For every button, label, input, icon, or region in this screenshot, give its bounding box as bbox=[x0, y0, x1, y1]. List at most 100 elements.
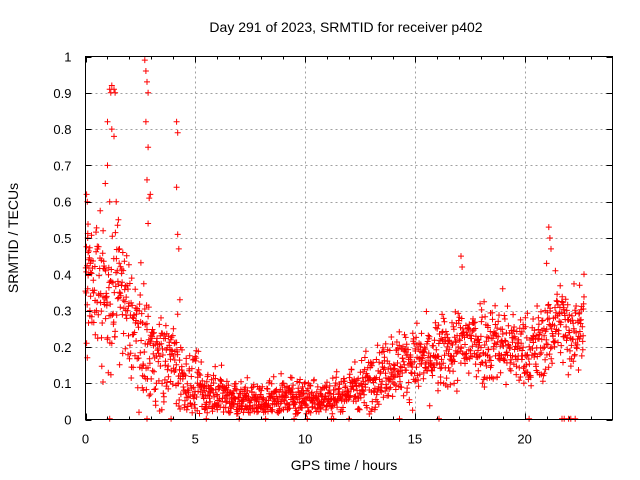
data-point bbox=[105, 271, 112, 278]
data-point bbox=[398, 384, 405, 391]
data-point bbox=[403, 341, 410, 348]
data-point bbox=[399, 355, 406, 362]
data-point bbox=[382, 388, 389, 394]
y-tick-label: 0.2 bbox=[53, 340, 71, 355]
data-point bbox=[154, 335, 160, 342]
data-point bbox=[374, 342, 381, 349]
data-point bbox=[353, 398, 359, 405]
data-point bbox=[177, 391, 184, 398]
data-point bbox=[150, 350, 157, 357]
data-point bbox=[576, 309, 583, 316]
data-point bbox=[83, 191, 90, 198]
data-point bbox=[523, 361, 530, 368]
data-point bbox=[136, 301, 143, 308]
data-point bbox=[83, 268, 90, 275]
data-point bbox=[501, 312, 508, 319]
data-point bbox=[149, 367, 156, 374]
data-point bbox=[346, 371, 353, 378]
data-point bbox=[247, 399, 254, 406]
x-tick-label: 0 bbox=[82, 432, 89, 447]
data-point bbox=[580, 332, 587, 339]
data-point bbox=[99, 250, 106, 257]
y-tick-label: 0.7 bbox=[53, 158, 71, 173]
data-point bbox=[179, 346, 185, 353]
data-point bbox=[160, 393, 167, 400]
data-point bbox=[431, 364, 438, 371]
data-point bbox=[165, 363, 172, 370]
data-point bbox=[470, 319, 477, 326]
data-point bbox=[162, 358, 169, 365]
data-point bbox=[499, 331, 506, 337]
data-point bbox=[550, 332, 556, 339]
data-point bbox=[421, 344, 428, 351]
data-point bbox=[232, 396, 239, 403]
data-point bbox=[100, 379, 106, 385]
data-point bbox=[436, 361, 443, 368]
data-point bbox=[415, 377, 422, 384]
data-point bbox=[313, 388, 320, 395]
data-point bbox=[541, 344, 548, 351]
data-point bbox=[477, 333, 484, 340]
data-point bbox=[437, 374, 444, 380]
data-point bbox=[244, 387, 251, 394]
data-point bbox=[162, 322, 169, 329]
data-point bbox=[507, 367, 514, 374]
data-point bbox=[576, 335, 583, 342]
data-point bbox=[545, 224, 552, 231]
data-point bbox=[522, 314, 529, 321]
data-point bbox=[380, 394, 387, 401]
data-point bbox=[435, 340, 442, 347]
data-point bbox=[143, 386, 150, 393]
data-point bbox=[322, 406, 329, 413]
data-point bbox=[154, 347, 161, 354]
data-point bbox=[307, 409, 314, 416]
data-point bbox=[159, 352, 166, 358]
data-point bbox=[438, 335, 445, 342]
data-point bbox=[125, 351, 131, 358]
data-point bbox=[103, 293, 110, 300]
data-point bbox=[227, 409, 234, 416]
data-point bbox=[324, 379, 330, 386]
data-point bbox=[413, 334, 420, 341]
data-point bbox=[405, 379, 412, 386]
data-point bbox=[302, 379, 309, 386]
data-point bbox=[114, 295, 121, 302]
data-point bbox=[174, 311, 181, 318]
data-point bbox=[537, 351, 543, 358]
data-point bbox=[165, 385, 172, 392]
tick-labels: 0 5 10 15 20 0 0.1 0.2 0.3 0.4 0.5 0.6 0.7 0.8 0.9 1 bbox=[53, 50, 531, 447]
data-point bbox=[405, 346, 412, 353]
data-point bbox=[148, 375, 155, 382]
data-point bbox=[203, 415, 210, 422]
data-point bbox=[570, 358, 577, 365]
data-point bbox=[396, 373, 403, 380]
data-point bbox=[433, 346, 440, 353]
data-point bbox=[93, 229, 99, 236]
data-point bbox=[110, 310, 117, 317]
data-point bbox=[141, 349, 148, 355]
data-point bbox=[218, 378, 225, 385]
data-point bbox=[507, 344, 514, 351]
data-point bbox=[95, 243, 102, 250]
data-point bbox=[166, 342, 173, 349]
data-point bbox=[519, 347, 526, 354]
data-point bbox=[147, 191, 154, 198]
data-point bbox=[503, 349, 510, 356]
data-point bbox=[88, 313, 95, 320]
data-point bbox=[117, 292, 124, 299]
data-point bbox=[186, 352, 193, 359]
data-point bbox=[425, 332, 432, 339]
data-point bbox=[146, 195, 153, 202]
data-point bbox=[478, 318, 485, 325]
data-point bbox=[125, 261, 132, 268]
data-point bbox=[280, 380, 287, 387]
data-point bbox=[270, 373, 277, 380]
data-point bbox=[518, 340, 525, 347]
data-point bbox=[453, 339, 459, 346]
data-point bbox=[567, 363, 574, 370]
data-point bbox=[465, 325, 472, 332]
data-point bbox=[368, 362, 375, 369]
data-point bbox=[355, 375, 362, 382]
data-point bbox=[454, 377, 461, 384]
data-point bbox=[473, 373, 480, 380]
